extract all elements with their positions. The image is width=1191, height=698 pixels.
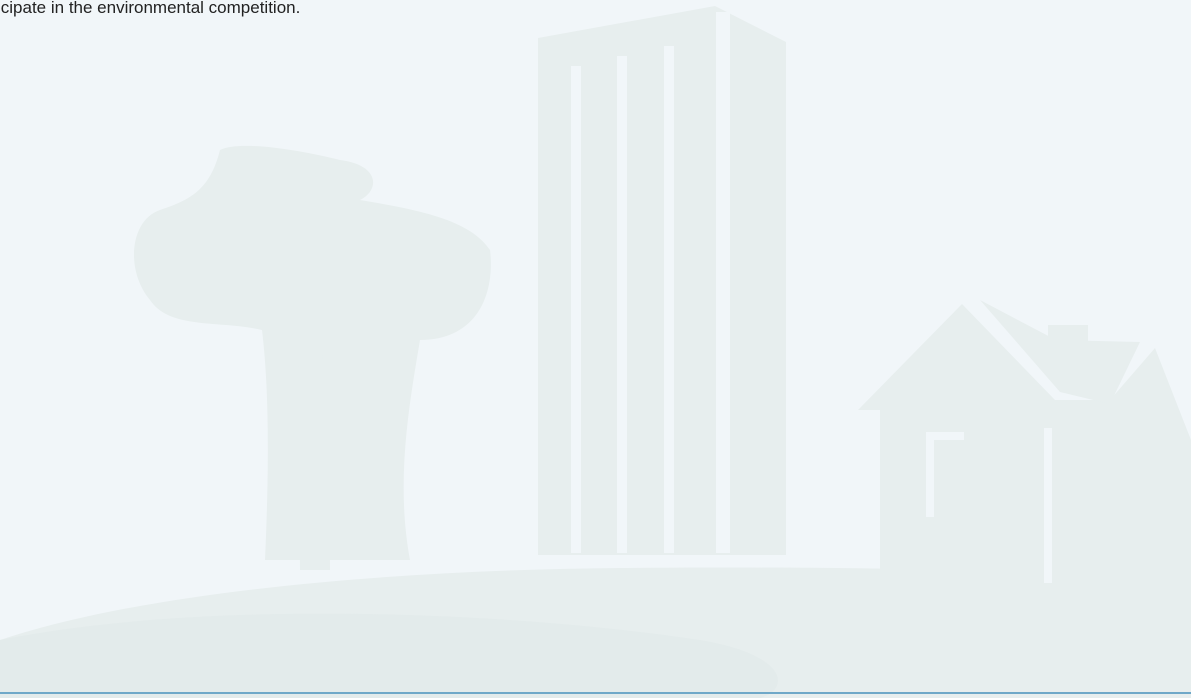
chimney [1048, 325, 1088, 355]
bottom-border [0, 692, 1191, 694]
background-illustration [0, 0, 1191, 698]
intro-text: icipate in the environmental competition… [0, 0, 300, 18]
page: icipate in the environmental competition… [0, 0, 1191, 698]
